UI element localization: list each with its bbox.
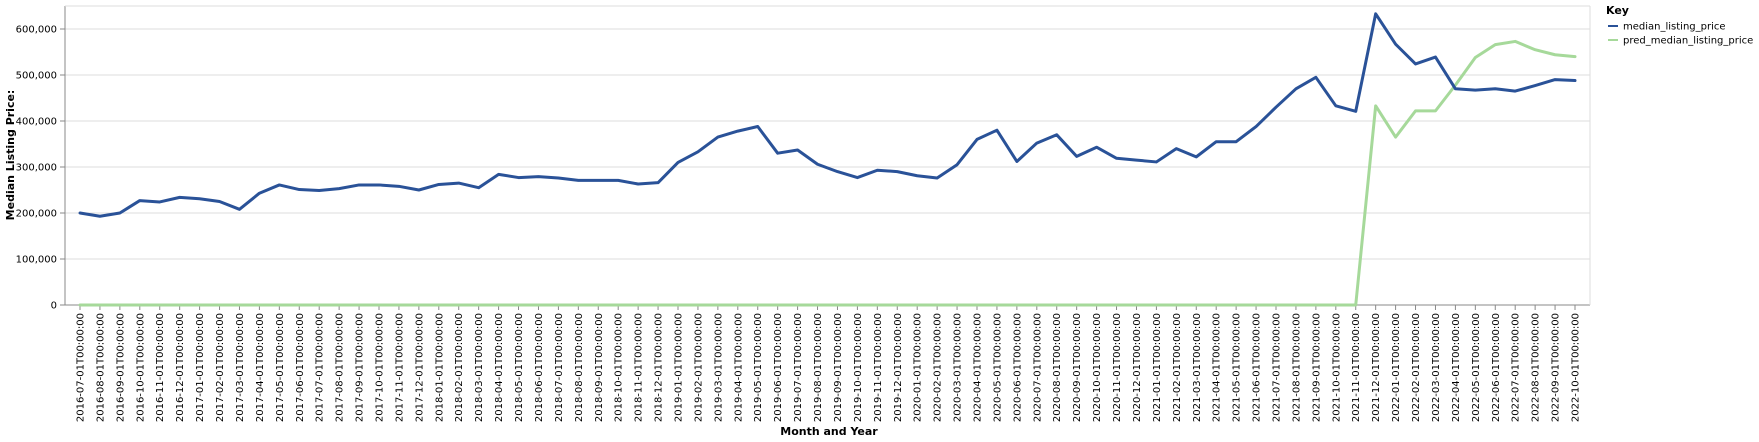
x-tick-label: 2021-07-01T00:00:00 bbox=[1272, 313, 1283, 422]
y-tick-label: 600,000 bbox=[16, 25, 57, 36]
x-tick-label: 2021-06-01T00:00:00 bbox=[1252, 313, 1263, 422]
x-tick-label: 2021-01-01T00:00:00 bbox=[1152, 313, 1163, 422]
x-tick-label: 2020-12-01T00:00:00 bbox=[1132, 313, 1143, 422]
y-tick-label: 200,000 bbox=[16, 209, 57, 220]
x-tick-label: 2021-02-01T00:00:00 bbox=[1172, 313, 1183, 422]
x-tick-label: 2019-04-01T00:00:00 bbox=[733, 313, 744, 422]
x-tick-label: 2022-01-01T00:00:00 bbox=[1391, 313, 1402, 422]
x-tick-label: 2017-12-01T00:00:00 bbox=[414, 313, 425, 422]
legend-label: pred_median_listing_price bbox=[1623, 36, 1753, 47]
x-tick-label: 2021-11-01T00:00:00 bbox=[1351, 313, 1362, 422]
x-tick-label: 2020-09-01T00:00:00 bbox=[1072, 313, 1083, 422]
x-tick-label: 2022-09-01T00:00:00 bbox=[1551, 313, 1562, 422]
x-tick-label: 2017-03-01T00:00:00 bbox=[235, 313, 246, 422]
x-tick-label: 2017-10-01T00:00:00 bbox=[375, 313, 386, 422]
x-tick-label: 2020-10-01T00:00:00 bbox=[1092, 313, 1103, 422]
x-tick-label: 2018-01-01T00:00:00 bbox=[434, 313, 445, 422]
x-tick-label: 2019-12-01T00:00:00 bbox=[893, 313, 904, 422]
x-tick-label: 2018-10-01T00:00:00 bbox=[614, 313, 625, 422]
x-tick-label: 2020-04-01T00:00:00 bbox=[973, 313, 984, 422]
x-tick-label: 2019-09-01T00:00:00 bbox=[833, 313, 844, 422]
x-tick-label: 2019-08-01T00:00:00 bbox=[813, 313, 824, 422]
x-tick-label: 2017-01-01T00:00:00 bbox=[195, 313, 206, 422]
x-tick-label: 2016-08-01T00:00:00 bbox=[95, 313, 106, 422]
x-tick-label: 2022-07-01T00:00:00 bbox=[1511, 313, 1522, 422]
x-tick-label: 2019-11-01T00:00:00 bbox=[873, 313, 884, 422]
x-tick-label: 2022-05-01T00:00:00 bbox=[1471, 313, 1482, 422]
x-tick-label: 2020-06-01T00:00:00 bbox=[1012, 313, 1023, 422]
x-tick-label: 2020-01-01T00:00:00 bbox=[913, 313, 924, 422]
x-tick-label: 2018-09-01T00:00:00 bbox=[594, 313, 605, 422]
x-tick-label: 2018-02-01T00:00:00 bbox=[454, 313, 465, 422]
x-tick-label: 2019-10-01T00:00:00 bbox=[853, 313, 864, 422]
x-tick-label: 2019-07-01T00:00:00 bbox=[793, 313, 804, 422]
x-tick-label: 2022-06-01T00:00:00 bbox=[1491, 313, 1502, 422]
x-tick-label: 2021-03-01T00:00:00 bbox=[1192, 313, 1203, 422]
x-tick-label: 2018-05-01T00:00:00 bbox=[514, 313, 525, 422]
legend-title: Key bbox=[1606, 4, 1629, 17]
x-tick-label: 2019-02-01T00:00:00 bbox=[693, 313, 704, 422]
x-tick-label: 2020-07-01T00:00:00 bbox=[1032, 313, 1043, 422]
x-tick-label: 2017-06-01T00:00:00 bbox=[295, 313, 306, 422]
x-axis: 2016-07-01T00:00:00 2016-08-01T00:00:00 20… bbox=[76, 305, 1582, 422]
x-tick-label: 2020-02-01T00:00:00 bbox=[933, 313, 944, 422]
x-tick-label: 2016-11-01T00:00:00 bbox=[155, 313, 166, 422]
x-tick-label: 2018-06-01T00:00:00 bbox=[534, 313, 545, 422]
x-tick-label: 2019-06-01T00:00:00 bbox=[773, 313, 784, 422]
x-tick-label: 2020-03-01T00:00:00 bbox=[953, 313, 964, 422]
legend-label: median_listing_price bbox=[1623, 22, 1726, 33]
x-tick-label: 2017-07-01T00:00:00 bbox=[315, 313, 326, 422]
x-tick-label: 2020-05-01T00:00:00 bbox=[992, 313, 1003, 422]
x-tick-label: 2019-01-01T00:00:00 bbox=[674, 313, 685, 422]
x-tick-label: 2020-08-01T00:00:00 bbox=[1052, 313, 1063, 422]
x-tick-label: 2018-04-01T00:00:00 bbox=[494, 313, 505, 422]
series-line-pred-median-listing-price bbox=[78, 39, 1577, 307]
x-tick-label: 2020-11-01T00:00:00 bbox=[1112, 313, 1123, 422]
x-tick-label: 2019-05-01T00:00:00 bbox=[753, 313, 764, 422]
x-tick-label: 2021-12-01T00:00:00 bbox=[1371, 313, 1382, 422]
x-tick-label: 2021-09-01T00:00:00 bbox=[1311, 313, 1322, 422]
x-tick-label: 2017-04-01T00:00:00 bbox=[255, 313, 266, 422]
series-line-median-listing-price bbox=[78, 12, 1577, 218]
x-tick-label: 2017-08-01T00:00:00 bbox=[335, 313, 346, 422]
y-tick-label: 100,000 bbox=[16, 255, 57, 266]
x-tick-label: 2022-04-01T00:00:00 bbox=[1451, 313, 1462, 422]
gridlines bbox=[65, 28, 1590, 306]
x-tick-label: 2018-08-01T00:00:00 bbox=[574, 313, 585, 422]
y-axis: 0 100,000 200,000 300,000 400,000 500,000 600,… bbox=[16, 25, 65, 312]
x-tick-label: 2022-03-01T00:00:00 bbox=[1431, 313, 1442, 422]
x-tick-label: 2022-02-01T00:00:00 bbox=[1411, 313, 1422, 422]
x-tick-label: 2021-10-01T00:00:00 bbox=[1331, 313, 1342, 422]
x-tick-label: 2018-07-01T00:00:00 bbox=[554, 313, 565, 422]
y-tick-label: 0 bbox=[51, 301, 57, 312]
x-tick-label: 2016-10-01T00:00:00 bbox=[135, 313, 146, 422]
x-tick-label: 2019-03-01T00:00:00 bbox=[713, 313, 724, 422]
x-tick-label: 2022-08-01T00:00:00 bbox=[1531, 313, 1542, 422]
legend: Key median_listing_price pred_median_list… bbox=[1606, 4, 1753, 47]
y-tick-label: 400,000 bbox=[16, 117, 57, 128]
x-tick-label: 2018-11-01T00:00:00 bbox=[634, 313, 645, 422]
x-tick-label: 2021-04-01T00:00:00 bbox=[1212, 313, 1223, 422]
x-tick-label: 2017-05-01T00:00:00 bbox=[275, 313, 286, 422]
x-tick-label: 2017-02-01T00:00:00 bbox=[215, 313, 226, 422]
x-axis-title: Month and Year bbox=[780, 425, 878, 438]
x-tick-label: 2016-12-01T00:00:00 bbox=[175, 313, 186, 422]
series-lines bbox=[78, 12, 1577, 307]
x-tick-label: 2016-09-01T00:00:00 bbox=[115, 313, 126, 422]
y-axis-title: Median Listing Price: bbox=[4, 90, 17, 221]
x-tick-label: 2017-11-01T00:00:00 bbox=[394, 313, 405, 422]
x-tick-label: 2017-09-01T00:00:00 bbox=[355, 313, 366, 422]
y-tick-label: 500,000 bbox=[16, 71, 57, 82]
x-tick-label: 2021-05-01T00:00:00 bbox=[1232, 313, 1243, 422]
x-tick-label: 2016-07-01T00:00:00 bbox=[76, 313, 87, 422]
y-tick-label: 300,000 bbox=[16, 163, 57, 174]
x-tick-label: 2018-12-01T00:00:00 bbox=[654, 313, 665, 422]
x-tick-label: 2021-08-01T00:00:00 bbox=[1291, 313, 1302, 422]
x-tick-label: 2022-10-01T00:00:00 bbox=[1571, 313, 1582, 422]
x-tick-label: 2018-03-01T00:00:00 bbox=[474, 313, 485, 422]
